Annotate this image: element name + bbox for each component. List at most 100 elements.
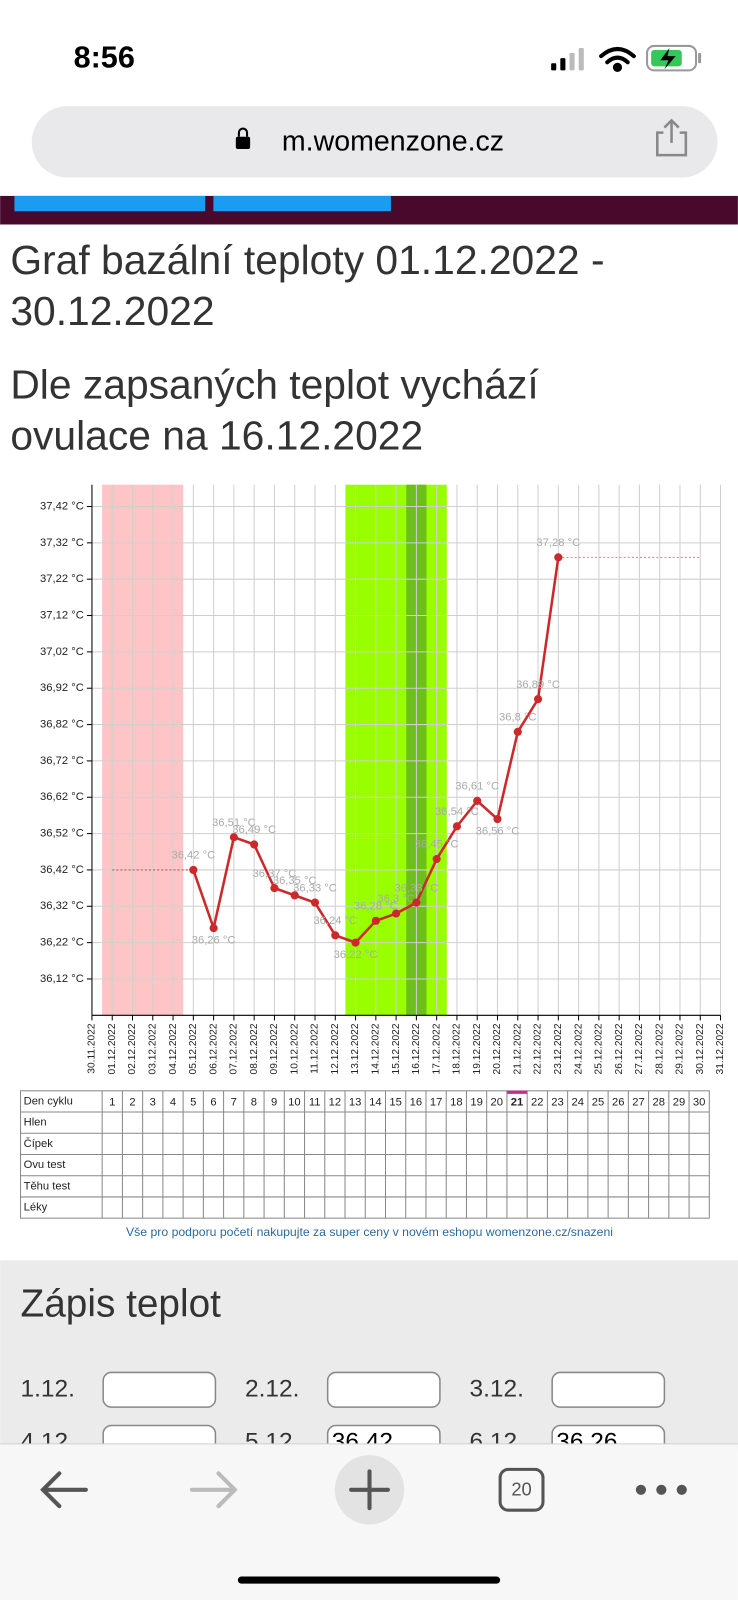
data-point — [392, 909, 401, 918]
day-number: 30 — [693, 1096, 705, 1108]
x-tick-label: 08.12.2022 — [249, 1023, 260, 1074]
x-tick-label: 25.12.2022 — [594, 1023, 605, 1074]
day-number: 4 — [170, 1096, 176, 1108]
day-number: 21 — [511, 1096, 523, 1108]
temperature-input[interactable] — [102, 1371, 217, 1408]
y-tick-label: 36,32 °C — [40, 900, 84, 912]
data-label: 36,49 °C — [232, 824, 276, 836]
data-label: 37,28 °C — [536, 537, 580, 549]
x-tick-label: 06.12.2022 — [208, 1023, 219, 1074]
data-label: 36,45 °C — [415, 839, 459, 851]
x-tick-label: 15.12.2022 — [391, 1023, 402, 1074]
section-title: Zápis teplot — [21, 1282, 222, 1325]
data-label: 36,56 °C — [476, 825, 520, 837]
table-header: Den cyklu — [24, 1095, 73, 1107]
day-number: 23 — [551, 1096, 563, 1108]
heading: Graf bazální teploty 01.12.2022 - — [10, 237, 604, 283]
temperature-input[interactable] — [102, 1424, 217, 1461]
data-point — [250, 840, 259, 849]
x-tick-label: 24.12.2022 — [573, 1023, 584, 1074]
data-label: 36,42 °C — [171, 850, 215, 862]
back-button[interactable] — [40, 1471, 88, 1509]
data-point — [452, 822, 462, 831]
data-point — [493, 814, 502, 824]
day-number: 22 — [531, 1096, 543, 1108]
data-point — [331, 931, 340, 940]
entry-fields: 1.12. 2.12. 3.12. 4.12. 5.12. 36.42 6.12. 36.26 — [21, 1371, 666, 1461]
forward-button[interactable] — [189, 1471, 238, 1509]
day-number: 15 — [389, 1096, 401, 1108]
day-number: 17 — [430, 1096, 442, 1108]
shop-link[interactable]: Vše pro podporu početí nakupujte za supe… — [126, 1225, 613, 1239]
data-label: 36,61 °C — [455, 781, 499, 793]
day-number: 12 — [329, 1096, 341, 1108]
row-label: Léky — [24, 1202, 48, 1214]
x-tick-label: 02.12.2022 — [127, 1023, 138, 1074]
y-tick-label: 37,32 °C — [40, 537, 84, 549]
heading: 30.12.2022 — [10, 288, 214, 334]
x-tick-label: 18.12.2022 — [452, 1023, 463, 1074]
x-tick-label: 14.12.2022 — [371, 1023, 382, 1074]
data-label: 36,28 °C — [354, 900, 398, 912]
day-number: 26 — [612, 1096, 624, 1108]
tabs-button[interactable] — [498, 1467, 545, 1512]
row-label: Čípek — [24, 1137, 54, 1150]
day-number: 13 — [349, 1096, 361, 1108]
x-tick-label: 22.12.2022 — [533, 1023, 544, 1074]
url-bar[interactable] — [31, 106, 718, 178]
data-label: 36,89 °C — [516, 679, 560, 691]
subheading: ovulace na 16.12.2022 — [10, 413, 423, 459]
day-number: 27 — [632, 1096, 644, 1108]
lock-icon — [235, 127, 251, 149]
data-point — [209, 924, 218, 933]
x-tick-label: 20.12.2022 — [492, 1023, 503, 1074]
y-tick-label: 36,12 °C — [40, 973, 84, 985]
day-number: 9 — [271, 1096, 277, 1108]
temperature-input[interactable] — [326, 1371, 441, 1408]
signal-icon — [551, 47, 584, 71]
x-tick-label: 28.12.2022 — [654, 1023, 665, 1074]
y-tick-label: 37,22 °C — [40, 573, 84, 585]
field-label: 2.12. — [245, 1375, 299, 1402]
temperature-input[interactable] — [551, 1371, 666, 1408]
data-point — [533, 695, 543, 704]
x-tick-label: 11.12.2022 — [310, 1023, 321, 1074]
data-point — [270, 884, 279, 893]
day-number: 16 — [410, 1096, 422, 1108]
wifi-icon — [599, 46, 636, 72]
row-label: Těhu test — [24, 1180, 72, 1192]
site-button[interactable] — [213, 195, 391, 212]
input-value: 36.42 — [332, 1428, 393, 1455]
data-point — [432, 854, 441, 864]
y-tick-label: 37,12 °C — [40, 609, 84, 621]
share-button[interactable] — [655, 118, 688, 157]
site-button[interactable] — [14, 195, 206, 212]
data-label: 36,33 °C — [293, 882, 337, 894]
menu-button[interactable] — [635, 1484, 687, 1495]
field-label: 5.12. — [245, 1428, 299, 1455]
day-number: 2 — [129, 1096, 135, 1108]
field-label: 1.12. — [21, 1375, 75, 1402]
data-point — [371, 916, 380, 925]
data-label: 36,24 °C — [313, 915, 357, 927]
x-tick-label: 26.12.2022 — [614, 1023, 625, 1074]
phase-band — [102, 484, 184, 1016]
data-label: 36,22 °C — [334, 949, 378, 961]
x-tick-label: 30.11.2022 — [87, 1023, 98, 1074]
x-tick-label: 07.12.2022 — [229, 1023, 240, 1074]
subheading: Dle zapsaných teplot vychází — [10, 362, 539, 408]
data-point — [412, 898, 421, 907]
data-point — [554, 553, 563, 562]
data-label: 36,37 °C — [253, 868, 297, 880]
data-label: 36,51 °C — [212, 817, 256, 829]
x-tick-label: 29.12.2022 — [675, 1023, 686, 1074]
temperature-input[interactable] — [551, 1424, 666, 1461]
row-label: Hlen — [24, 1117, 47, 1129]
field-label: 6.12. — [470, 1428, 524, 1455]
temperature-input[interactable] — [326, 1424, 441, 1461]
x-tick-label: 03.12.2022 — [147, 1023, 158, 1074]
x-tick-label: 17.12.2022 — [431, 1023, 442, 1074]
data-label: 36,8 °C — [499, 712, 537, 724]
day-number: 3 — [150, 1096, 156, 1108]
